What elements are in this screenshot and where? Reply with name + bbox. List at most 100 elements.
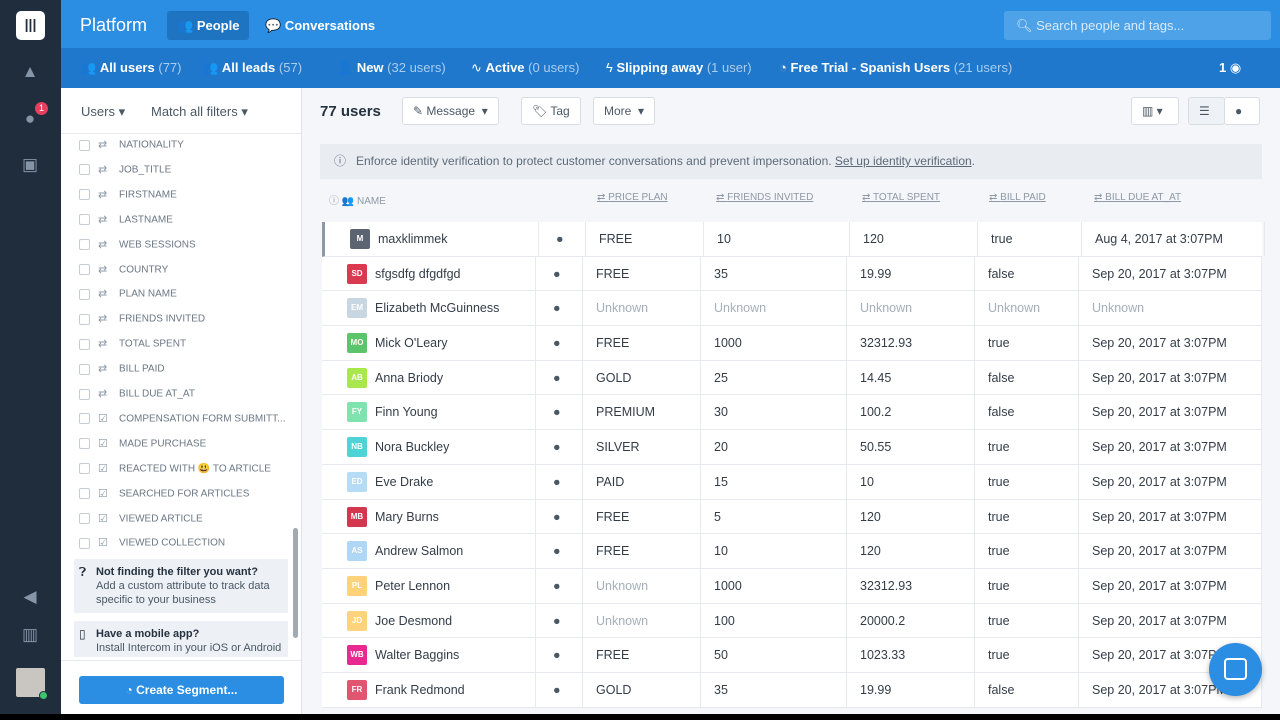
conversation-cell[interactable]: ● — [536, 464, 583, 499]
filter-checkbox[interactable] — [79, 313, 90, 325]
help-icon[interactable]: ● — [24, 109, 36, 128]
conversation-cell[interactable]: ● — [536, 672, 583, 707]
name-cell[interactable]: WB Walter Baggins — [322, 638, 536, 672]
conversation-cell[interactable]: ● — [536, 638, 583, 672]
conversation-cell[interactable]: ● — [536, 291, 583, 326]
filter-checkbox[interactable] — [79, 537, 90, 549]
filter-checkbox[interactable] — [79, 488, 90, 500]
filter-item[interactable]: ⇄ BILL DUE AT_AT — [79, 387, 195, 412]
conversation-cell[interactable]: ● — [536, 534, 583, 568]
table-row[interactable]: MO Mick O'Leary ● FREE 1000 32312.93 true Sep 2… — [322, 326, 1262, 361]
filter-item[interactable]: ⇄ JOB_TITLE — [79, 163, 171, 188]
filter-item[interactable]: ⇄ WEB SESSIONS — [79, 238, 196, 263]
column-name[interactable]: ⓘ 👥 NAME — [329, 196, 386, 207]
filter-checkbox[interactable] — [79, 264, 90, 275]
filter-item[interactable]: ⇄ FRIENDS INVITED — [79, 312, 205, 337]
tab-conversations[interactable]: 💬 Conversations — [265, 18, 376, 33]
book-icon[interactable]: ▥ — [21, 625, 39, 644]
intercom-logo[interactable]: ||| — [16, 11, 45, 40]
conversation-cell[interactable]: ● — [536, 603, 583, 638]
name-cell[interactable]: FR Frank Redmond — [322, 672, 536, 707]
filter-checkbox[interactable] — [79, 363, 90, 375]
message-button[interactable]: ✎ Message ▾ — [402, 97, 499, 125]
name-cell[interactable]: ED Eve Drake — [322, 464, 536, 499]
segment-all-users[interactable]: 👥 All users (77) — [80, 60, 182, 75]
column-friends-invited[interactable]: ⇄ FRIENDS INVITED — [716, 192, 814, 203]
name-cell[interactable]: PL Peter Lennon — [322, 568, 536, 603]
conversation-cell[interactable]: ● — [536, 395, 583, 430]
filter-item[interactable]: ☑ VIEWED COLLECTION — [79, 536, 225, 561]
filter-item[interactable]: ⇄ NATIONALITY — [79, 138, 184, 163]
filter-item[interactable]: ⇄ COUNTRY — [79, 263, 168, 288]
filter-checkbox[interactable] — [79, 438, 90, 450]
table-row[interactable]: EM Elizabeth McGuinness ● Unknown Unknown Unk… — [322, 291, 1262, 327]
conversation-cell[interactable]: ● — [539, 222, 586, 256]
table-row[interactable]: PL Peter Lennon ● Unknown 1000 32312.93 true Se… — [322, 568, 1262, 604]
filter-item[interactable]: ☑ SEARCHED FOR ARTICLES — [79, 487, 249, 512]
segment-active[interactable]: ∿ Active (0 users) — [471, 60, 580, 75]
filter-item[interactable]: ☑ COMPENSATION FORM SUBMITT... — [79, 412, 285, 437]
messenger-launcher[interactable] — [1209, 643, 1262, 696]
name-cell[interactable]: JD Joe Desmond — [322, 603, 536, 638]
column-total-spent[interactable]: ⇄ TOTAL SPENT — [862, 192, 941, 203]
table-row[interactable]: NB Nora Buckley ● SILVER 20 50.55 true Sep 20, … — [322, 430, 1262, 465]
table-row[interactable]: AS Andrew Salmon ● FREE 10 120 true Sep 20, 201… — [322, 534, 1262, 569]
column-bill-paid[interactable]: ⇄ BILL PAID — [989, 192, 1046, 203]
table-row[interactable]: MB Mary Burns ● FREE 5 120 true Sep 20, 2017 at… — [322, 499, 1262, 535]
column-price-plan[interactable]: ⇄ PRICE PLAN — [597, 192, 668, 203]
hidden-segments-toggle[interactable]: 1 ◉ — [1219, 48, 1241, 88]
list-view-button[interactable]: ☰ — [1188, 97, 1225, 125]
filter-item[interactable]: ⇄ LASTNAME — [79, 213, 173, 238]
sidebar-scrollbar[interactable] — [293, 528, 298, 638]
filter-checkbox[interactable] — [79, 214, 90, 226]
segment-free-trial[interactable]: ◔ Free Trial - Spanish Users (21 users) — [779, 60, 1013, 75]
filter-checkbox[interactable] — [79, 338, 90, 350]
filter-checkbox[interactable] — [79, 388, 90, 400]
name-cell[interactable]: SD sfgsdfg dfgdfgd — [322, 256, 536, 291]
search-box-icon[interactable]: ▣ — [21, 155, 39, 174]
match-filters-dropdown[interactable]: Match all filters ▾ — [151, 104, 248, 119]
name-cell[interactable]: EM Elizabeth McGuinness — [322, 291, 536, 326]
conversation-cell[interactable]: ● — [536, 360, 583, 395]
table-row[interactable]: SD sfgsdfg dfgdfgd ● FREE 35 19.99 false Sep 20… — [322, 256, 1262, 292]
filter-checkbox[interactable] — [79, 413, 90, 425]
filter-checkbox[interactable] — [79, 463, 90, 475]
filter-item[interactable]: ⇄ PLAN NAME — [79, 287, 177, 312]
name-cell[interactable]: MB Mary Burns — [322, 499, 536, 534]
filter-item[interactable]: ⇄ BILL PAID — [79, 362, 165, 387]
filter-checkbox[interactable] — [79, 164, 90, 176]
name-cell[interactable]: AS Andrew Salmon — [322, 534, 536, 568]
conversation-cell[interactable]: ● — [536, 430, 583, 464]
users-dropdown[interactable]: Users ▾ — [81, 104, 126, 119]
table-row[interactable]: AB Anna Briody ● GOLD 25 14.45 false Sep 20, 20… — [322, 360, 1262, 396]
conversation-cell[interactable]: ● — [536, 568, 583, 603]
filter-checkbox[interactable] — [79, 189, 90, 201]
table-row[interactable]: FY Finn Young ● PREMIUM 30 100.2 false Sep 20, … — [322, 395, 1262, 431]
rocket-icon[interactable]: ▲ — [21, 62, 39, 81]
name-cell[interactable]: FY Finn Young — [322, 395, 536, 430]
table-row[interactable]: ED Eve Drake ● PAID 15 10 true Sep 20, 2017 at … — [322, 464, 1262, 500]
segment-new[interactable]: 👤 New (32 users) — [337, 60, 446, 75]
filter-item[interactable]: ☑ MADE PURCHASE — [79, 437, 206, 462]
map-view-button[interactable]: ● — [1224, 97, 1260, 125]
filter-item[interactable]: ☑ VIEWED ARTICLE — [79, 512, 203, 537]
filter-item[interactable]: ☑ REACTED WITH 😃 TO ARTICLE — [79, 462, 271, 487]
conversation-cell[interactable]: ● — [536, 326, 583, 360]
megaphone-icon[interactable]: ◀ — [23, 587, 37, 606]
table-row[interactable]: WB Walter Baggins ● FREE 50 1023.33 true Sep 20… — [322, 638, 1262, 673]
filter-checkbox[interactable] — [79, 239, 90, 251]
filter-checkbox[interactable] — [79, 288, 90, 300]
tag-button[interactable]: 🏷︎ Tag — [521, 97, 581, 125]
column-bill-due[interactable]: ⇄ BILL DUE AT_AT — [1094, 192, 1182, 203]
search-input[interactable]: 🔍︎ Search people and tags... — [1004, 11, 1271, 40]
name-cell[interactable]: NB Nora Buckley — [322, 430, 536, 464]
conversation-cell[interactable]: ● — [536, 499, 583, 534]
filter-checkbox[interactable] — [79, 513, 90, 524]
table-row[interactable]: FR Frank Redmond ● GOLD 35 19.99 false Sep 20, … — [322, 672, 1262, 708]
tab-people[interactable]: 👥 People — [167, 11, 250, 40]
columns-button[interactable]: ▥ ▾ — [1131, 97, 1179, 125]
segment-all-leads[interactable]: 👥 All leads (57) — [202, 60, 303, 75]
filter-item[interactable]: ⇄ FIRSTNAME — [79, 188, 177, 213]
